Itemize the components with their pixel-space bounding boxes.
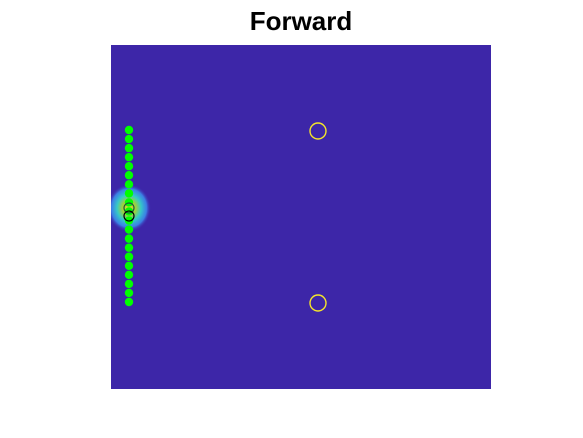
sensor-point [124, 261, 134, 270]
source-marker-upper [123, 202, 135, 214]
sensor-point [124, 297, 134, 307]
sensor-point [124, 134, 134, 144]
sensor-point [124, 189, 134, 198]
figure-title: Forward [249, 6, 353, 36]
sensor-point [124, 225, 134, 234]
target-marker-lower [309, 294, 327, 312]
plot-area-background [111, 45, 491, 389]
sensor-point [124, 152, 134, 162]
sensor-point [124, 180, 134, 189]
sensor-point [124, 234, 134, 243]
sensor-array [124, 125, 134, 307]
sensor-point [124, 252, 134, 261]
target-marker-upper [309, 122, 327, 140]
sensor-point [124, 288, 134, 298]
sensor-point [124, 279, 134, 289]
sensor-point [124, 171, 134, 180]
sensor-point [124, 270, 134, 280]
sensor-point [124, 125, 134, 135]
sensor-point [124, 243, 134, 252]
sensor-point [124, 162, 134, 171]
sensor-point [124, 143, 134, 153]
source-marker-lower [123, 210, 135, 222]
